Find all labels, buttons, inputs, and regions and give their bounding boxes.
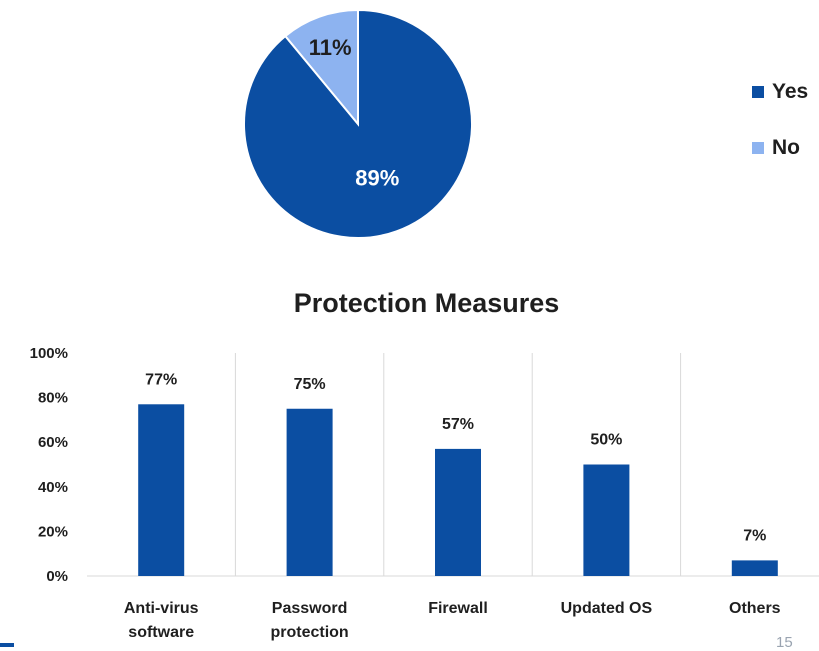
bar-value-label: 57%: [442, 416, 474, 433]
x-tick-label: Password: [272, 600, 348, 617]
bar: [138, 404, 185, 576]
y-tick-label: 80%: [38, 390, 68, 407]
bar: [435, 448, 481, 576]
legend-swatch-yes: [752, 86, 764, 98]
legend-label-no: No: [772, 136, 800, 159]
y-tick-label: 100%: [30, 345, 68, 362]
category-separators: [234, 353, 682, 576]
y-tick-label: 0%: [46, 568, 68, 585]
x-tick-label: software: [128, 624, 194, 641]
pie-label-no: 11%: [309, 35, 352, 60]
bar: [731, 560, 778, 576]
legend-item-no: No: [752, 136, 808, 160]
bar: [583, 464, 630, 576]
x-tick-label: Firewall: [428, 600, 488, 617]
y-tick-label: 40%: [38, 479, 68, 496]
pie-legend: Yes No: [752, 80, 808, 192]
pie-slice-no: [283, 8, 359, 127]
bar-value-label: 50%: [590, 432, 622, 449]
bar-value-label: 7%: [743, 527, 766, 544]
x-tick-label: Others: [729, 600, 781, 617]
x-tick-label: protection: [270, 624, 348, 641]
pie-label-yes: 89%: [355, 166, 399, 191]
legend-swatch-no: [752, 142, 764, 154]
x-tick-label: Anti-virus: [124, 600, 199, 617]
bar-value-label: 77%: [145, 371, 177, 388]
bar: [286, 408, 333, 576]
accent-mark: [0, 643, 14, 647]
slide-number: 15: [776, 634, 793, 651]
x-tick-label: Updated OS: [561, 600, 653, 617]
pie-chart: 89% 11%: [243, 8, 473, 239]
bar-value-label: 75%: [294, 376, 326, 393]
pie-slices: [243, 8, 473, 239]
bar-chart-title: Protection Measures: [293, 288, 560, 318]
legend-label-yes: Yes: [772, 80, 809, 103]
y-tick-label: 20%: [38, 523, 68, 540]
y-tick-label: 60%: [38, 434, 68, 451]
legend-item-yes: Yes: [752, 80, 808, 104]
